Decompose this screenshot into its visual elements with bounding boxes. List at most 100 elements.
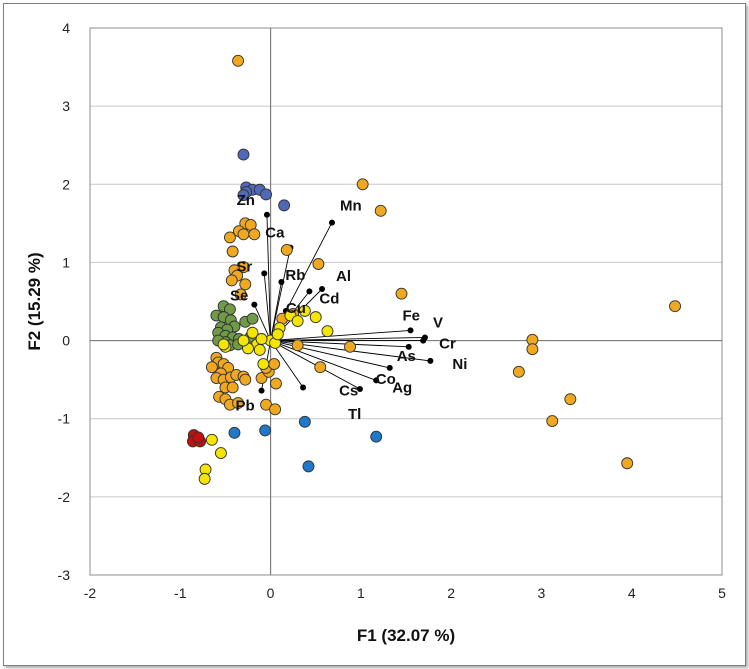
- data-point: [205, 361, 218, 374]
- loading-label: Pb: [236, 398, 255, 415]
- loading-vector: [270, 340, 390, 369]
- data-point: [280, 243, 293, 256]
- chart-frame: [3, 3, 746, 666]
- y-tick-label: 3: [62, 98, 70, 114]
- x-tick-label: -2: [84, 585, 97, 601]
- data-point: [248, 228, 261, 241]
- loading-label: Ag: [392, 379, 412, 396]
- loading-endpoint: [319, 285, 326, 292]
- loading-endpoint: [261, 270, 268, 277]
- loading-endpoint: [328, 219, 335, 226]
- data-point: [302, 460, 315, 473]
- data-point: [234, 288, 247, 301]
- plot-area-border: [89, 27, 723, 576]
- y-tick-label: -3: [58, 567, 71, 583]
- loading-endpoint: [263, 211, 270, 218]
- loading-label: Co: [376, 371, 396, 388]
- data-point: [268, 358, 281, 370]
- x-tick-label: 0: [267, 585, 275, 601]
- data-point: [260, 188, 273, 201]
- y-tick-label: 1: [62, 254, 70, 270]
- data-point: [205, 433, 218, 446]
- data-point: [226, 381, 239, 394]
- loading-vector: [270, 340, 409, 348]
- x-tick-labels: -2 -1 0 1 2 3 4 5: [84, 585, 726, 601]
- data-point: [225, 274, 238, 287]
- data-point: [239, 278, 252, 291]
- x-tick-label: 2: [447, 585, 455, 601]
- x-tick-label: 4: [628, 585, 636, 601]
- loading-label: V: [433, 314, 443, 331]
- data-point: [271, 328, 284, 341]
- data-point: [237, 334, 250, 347]
- data-point: [621, 457, 634, 470]
- data-point: [370, 430, 383, 443]
- loading-endpoint: [278, 278, 285, 285]
- data-point: [312, 258, 325, 270]
- data-point: [395, 287, 408, 300]
- loading-vector: [270, 281, 282, 341]
- data-point: [546, 415, 559, 428]
- data-point: [223, 231, 236, 244]
- loading-label: Fe: [403, 307, 421, 324]
- data-point: [257, 358, 270, 370]
- x-tick-label: 1: [357, 585, 365, 601]
- y-tick-label: 0: [62, 333, 70, 349]
- x-axis-title: F1 (32.07 %): [357, 626, 455, 645]
- loading-label: Rb: [285, 267, 305, 284]
- data-point: [526, 343, 539, 356]
- y-tick-label: -1: [58, 411, 71, 427]
- data-point: [314, 361, 327, 374]
- data-point: [270, 377, 282, 390]
- data-point: [669, 300, 682, 313]
- loading-label: Al: [336, 268, 351, 285]
- loading-endpoint: [405, 343, 412, 350]
- data-point: [232, 397, 245, 410]
- data-point: [246, 312, 259, 325]
- observation-points: [186, 54, 682, 485]
- data-point: [253, 343, 266, 356]
- loading-endpoint: [427, 357, 434, 364]
- loading-label: Cd: [319, 290, 339, 307]
- data-point: [298, 304, 311, 317]
- loading-label: Cs: [339, 382, 358, 399]
- data-point: [217, 338, 230, 351]
- data-point: [192, 431, 205, 444]
- data-point: [214, 447, 227, 460]
- loading-vector: [263, 273, 272, 341]
- data-point: [374, 204, 387, 217]
- loading-label: As: [397, 348, 416, 365]
- loading-label: Se: [230, 288, 248, 305]
- loading-label: Ca: [265, 225, 285, 242]
- zero-axes: [90, 28, 722, 575]
- data-point: [259, 424, 272, 437]
- data-point: [237, 148, 250, 161]
- data-point: [344, 340, 356, 353]
- loading-label: Ni: [452, 356, 467, 373]
- loading-endpoint: [258, 387, 265, 394]
- x-tick-label: 3: [538, 585, 546, 601]
- y-tick-labels: -3 -2 -1 0 1 2 3 4: [58, 20, 71, 583]
- loading-label: Cu: [286, 300, 306, 317]
- y-axis-title: F2 (15.29 %): [25, 252, 44, 350]
- data-point: [269, 403, 282, 416]
- loading-vector: [266, 214, 272, 341]
- data-point: [228, 426, 241, 439]
- loading-label: Mn: [340, 198, 362, 215]
- data-point: [232, 54, 245, 67]
- loading-vector: [270, 340, 377, 381]
- x-tick-label: -1: [174, 585, 187, 601]
- data-point: [309, 311, 322, 324]
- y-tick-label: -2: [58, 489, 71, 505]
- loading-endpoint: [386, 364, 393, 371]
- loading-vector: [270, 329, 411, 342]
- loading-vector: [253, 304, 271, 341]
- data-point: [198, 472, 211, 485]
- data-point: [321, 325, 334, 338]
- data-point: [239, 373, 252, 386]
- y-tick-label: 4: [62, 20, 70, 36]
- loading-label: Tl: [348, 406, 361, 423]
- data-point: [298, 415, 311, 428]
